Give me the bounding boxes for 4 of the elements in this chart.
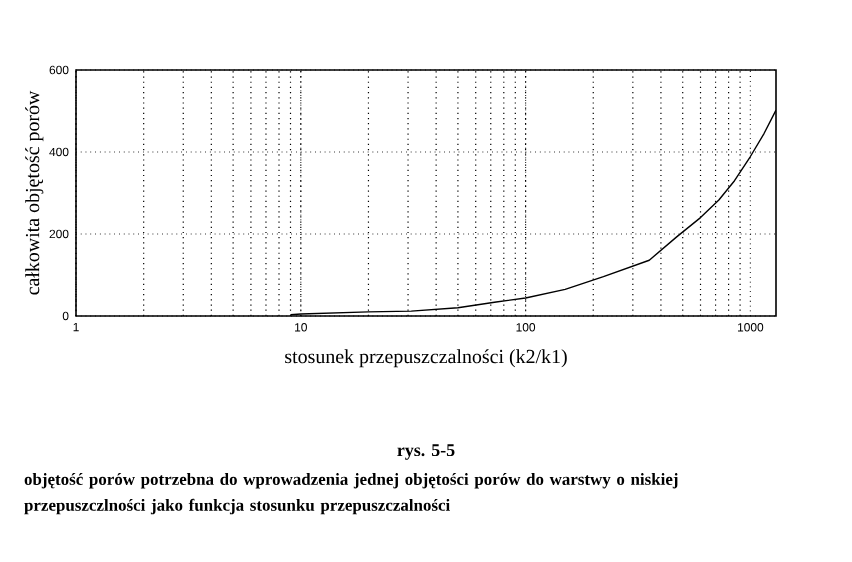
x-axis-title: stosunek przepuszczalności (k2/k1) xyxy=(285,349,567,368)
y-axis-title: całkowita objętość porów xyxy=(25,90,44,295)
text: objętość porów potrzebna do wprowadzenia jednej objętości porów do warstwy o niskiej przepuszczlności jako funkcja stosunku przepuszczalności xyxy=(24,473,678,515)
text: rys. 5-5 xyxy=(397,444,455,460)
